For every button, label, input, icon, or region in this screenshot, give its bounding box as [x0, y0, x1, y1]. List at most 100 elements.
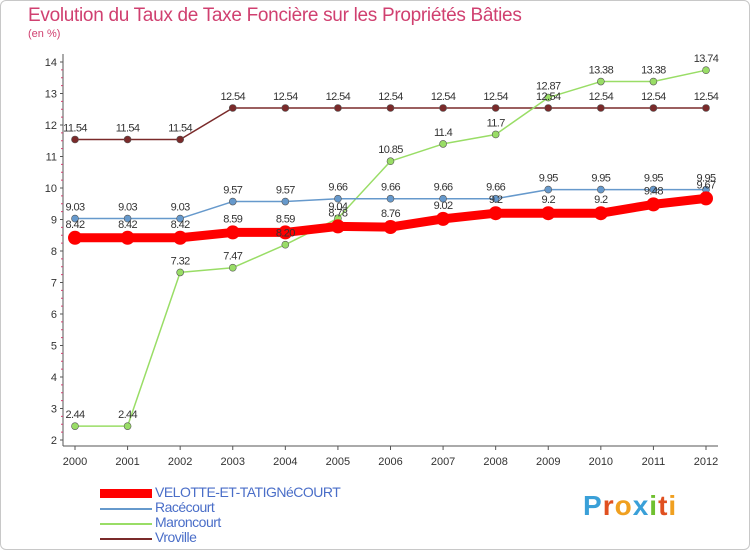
- series-point-3: [281, 104, 290, 112]
- data-label-0: 8.42: [118, 219, 137, 231]
- series-point-3: [491, 104, 500, 112]
- series-point-1: [439, 194, 447, 203]
- series-point-0: [436, 211, 451, 226]
- data-label-2: 12.87: [536, 81, 561, 93]
- data-label-3: 12.54: [378, 91, 403, 103]
- x-tick-label: 2010: [589, 456, 613, 468]
- data-label-2: 11.7: [487, 117, 506, 129]
- data-label-2: 13.38: [589, 65, 614, 77]
- y-tick-label: 8: [51, 246, 57, 258]
- legend-label-velotte: VELOTTE-ET-TATIGNéCOURT: [155, 484, 341, 500]
- data-label-1: 9.57: [223, 185, 242, 197]
- series-point-2: [702, 66, 710, 74]
- y-tick-label: 14: [45, 57, 57, 69]
- series-point-0: [699, 191, 713, 206]
- data-label-0: 9.2: [594, 194, 608, 206]
- y-tick-label: 6: [51, 309, 57, 321]
- series-point-3: [649, 104, 658, 112]
- series-point-3: [228, 104, 237, 112]
- series-point-0: [330, 219, 345, 234]
- logo-letter: o: [614, 490, 633, 521]
- data-label-2: 10.85: [378, 144, 403, 156]
- series-point-0: [68, 230, 82, 245]
- proxiti-logo: Proxiti: [583, 490, 677, 522]
- x-tick-label: 2001: [115, 456, 139, 468]
- data-label-3: 12.54: [431, 91, 456, 103]
- series-point-1: [597, 185, 605, 194]
- data-label-3: 12.54: [536, 91, 561, 103]
- series-point-2: [491, 130, 500, 139]
- data-label-3: 12.54: [273, 91, 298, 103]
- y-tick-label: 5: [51, 341, 57, 353]
- y-tick-label: 10: [45, 183, 57, 195]
- series-point-2: [176, 268, 184, 277]
- chart-subtitle: (en %): [28, 28, 61, 40]
- series-point-3: [176, 135, 184, 144]
- data-label-3: 12.54: [220, 91, 245, 103]
- data-label-0: 9.2: [489, 194, 503, 206]
- logo-letter: i: [668, 490, 678, 521]
- series-point-2: [649, 77, 658, 86]
- series-point-2: [123, 422, 132, 430]
- series-point-0: [120, 230, 135, 245]
- series-point-3: [597, 104, 605, 112]
- data-label-0: 9.02: [434, 200, 453, 212]
- logo-letter: P: [583, 490, 603, 521]
- y-tick-label: 11: [46, 152, 57, 164]
- series-point-1: [228, 197, 237, 206]
- series-point-1: [176, 214, 184, 223]
- series-point-3: [702, 104, 710, 112]
- x-tick-label: 2008: [483, 456, 507, 468]
- data-label-1: 9.03: [118, 202, 137, 214]
- series-point-0: [173, 230, 188, 245]
- logo-letter: t: [658, 490, 669, 521]
- series-point-2: [597, 77, 605, 86]
- series-point-3: [123, 135, 132, 144]
- data-label-1: 9.95: [591, 173, 610, 185]
- y-tick-label: 9: [51, 215, 57, 227]
- data-label-1: 9.66: [486, 182, 505, 194]
- series-point-1: [334, 194, 342, 203]
- series-point-0: [541, 206, 556, 221]
- series-point-2: [439, 140, 447, 148]
- series-point-1: [386, 194, 395, 203]
- series-point-1: [649, 185, 658, 194]
- series-point-1: [491, 194, 500, 203]
- series-point-2: [544, 93, 553, 102]
- data-label-2: 7.32: [171, 255, 190, 267]
- x-tick-label: 2007: [431, 456, 455, 468]
- x-tick-label: 2004: [273, 456, 297, 468]
- data-label-0: 9.48: [644, 185, 663, 197]
- data-label-1: 9.66: [381, 182, 400, 194]
- series-point-0: [383, 220, 398, 235]
- data-label-0: 9.2: [542, 194, 556, 206]
- legend-swatch-vroville: [100, 538, 152, 540]
- logo-letter: i: [649, 490, 659, 521]
- x-tick-label: 2006: [378, 456, 402, 468]
- x-tick-label: 2003: [221, 456, 245, 468]
- data-label-2: 13.38: [641, 65, 666, 77]
- series-point-3: [544, 104, 553, 112]
- legend-label-maroncourt: Maroncourt: [155, 514, 221, 530]
- series-point-2: [228, 263, 237, 272]
- data-label-1: 9.95: [696, 173, 715, 185]
- series-point-0: [278, 225, 293, 240]
- series-point-3: [386, 104, 395, 112]
- x-tick-label: 2005: [326, 456, 350, 468]
- legend-label-vroville: Vroville: [155, 529, 197, 545]
- x-tick-label: 2011: [642, 456, 666, 468]
- series-point-1: [71, 214, 79, 223]
- data-label-1: 9.03: [171, 202, 190, 214]
- x-tick-label: 2009: [536, 456, 560, 468]
- data-label-0: 8.76: [381, 208, 400, 220]
- data-label-2: 8.20: [276, 228, 295, 240]
- data-label-1: 9.66: [328, 182, 347, 194]
- data-label-3: 12.54: [483, 91, 508, 103]
- data-label-1: 9.95: [644, 173, 663, 185]
- data-label-3: 12.54: [641, 91, 666, 103]
- data-label-0: 8.59: [223, 213, 242, 225]
- data-label-0: 8.42: [171, 219, 190, 231]
- series-point-2: [386, 157, 395, 166]
